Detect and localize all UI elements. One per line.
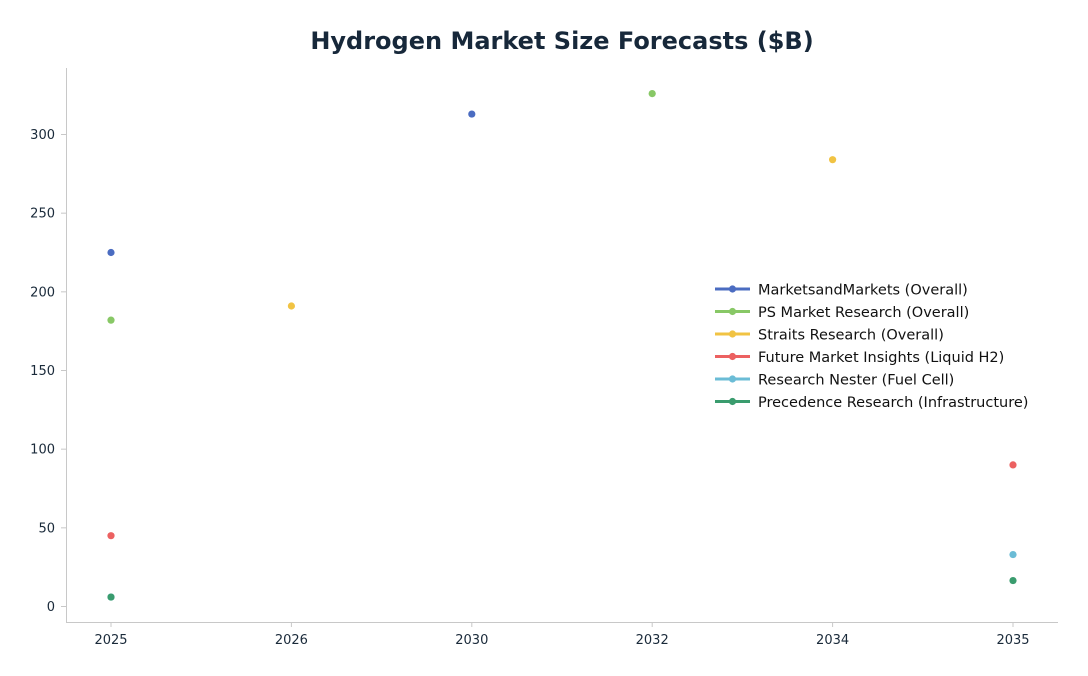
data-point-series-4 bbox=[1009, 550, 1017, 559]
legend: MarketsandMarkets (Overall) PS Market Res… bbox=[715, 283, 1028, 411]
y-tick-label: 200 bbox=[30, 285, 55, 300]
data-point-series-1 bbox=[107, 316, 115, 324]
legend-swatch-marker bbox=[728, 375, 737, 383]
data-point-series-2 bbox=[287, 302, 295, 310]
x-tick-label: 2025 bbox=[94, 633, 127, 648]
chart-title: Hydrogen Market Size Forecasts ($B) bbox=[310, 27, 813, 55]
legend-item: Precedence Research (Infrastructure) bbox=[715, 395, 1028, 411]
y-tick-label: 100 bbox=[30, 443, 55, 458]
legend-label: Future Market Insights (Liquid H2) bbox=[758, 350, 1004, 366]
legend-label: Research Nester (Fuel Cell) bbox=[758, 373, 954, 389]
y-tick-label: 150 bbox=[30, 364, 55, 379]
legend-label: MarketsandMarkets (Overall) bbox=[758, 283, 968, 299]
y-tick-label: 250 bbox=[30, 207, 55, 222]
legend-swatch-marker bbox=[728, 285, 737, 293]
legend-item: Straits Research (Overall) bbox=[715, 328, 944, 344]
legend-swatch-marker bbox=[728, 352, 737, 361]
y-tick-label: 300 bbox=[30, 128, 55, 143]
x-tick-label: 2030 bbox=[455, 633, 488, 648]
data-point-series-0 bbox=[107, 248, 115, 257]
y-axis-ticks: 0 50 100 150 200 250 300 bbox=[30, 128, 66, 615]
x-tick-label: 2034 bbox=[816, 633, 849, 648]
data-point-series-5 bbox=[1009, 576, 1017, 585]
legend-label: Straits Research (Overall) bbox=[758, 328, 944, 344]
legend-swatch-marker bbox=[728, 397, 737, 406]
legend-label: PS Market Research (Overall) bbox=[758, 305, 969, 321]
x-axis-ticks: 2025 2026 2030 2032 2034 2035 bbox=[94, 622, 1030, 648]
x-tick-label: 2026 bbox=[275, 633, 308, 648]
data-point-series-3 bbox=[1009, 461, 1017, 469]
legend-swatch-marker bbox=[728, 330, 737, 338]
x-tick-label: 2032 bbox=[636, 633, 669, 648]
legend-swatch-marker bbox=[728, 307, 737, 316]
data-points bbox=[107, 89, 1017, 601]
y-tick-label: 0 bbox=[47, 600, 55, 615]
data-point-series-0 bbox=[468, 110, 476, 118]
legend-item: Future Market Insights (Liquid H2) bbox=[715, 350, 1004, 366]
legend-item: MarketsandMarkets (Overall) bbox=[715, 283, 968, 299]
data-point-series-3 bbox=[107, 532, 115, 540]
data-point-series-1 bbox=[648, 89, 656, 98]
data-point-series-2 bbox=[829, 156, 837, 164]
x-tick-label: 2035 bbox=[996, 633, 1029, 648]
data-point-series-5 bbox=[107, 593, 115, 601]
legend-item: PS Market Research (Overall) bbox=[715, 305, 969, 321]
legend-label: Precedence Research (Infrastructure) bbox=[758, 395, 1028, 411]
y-tick-label: 50 bbox=[38, 521, 55, 536]
legend-item: Research Nester (Fuel Cell) bbox=[715, 373, 954, 389]
